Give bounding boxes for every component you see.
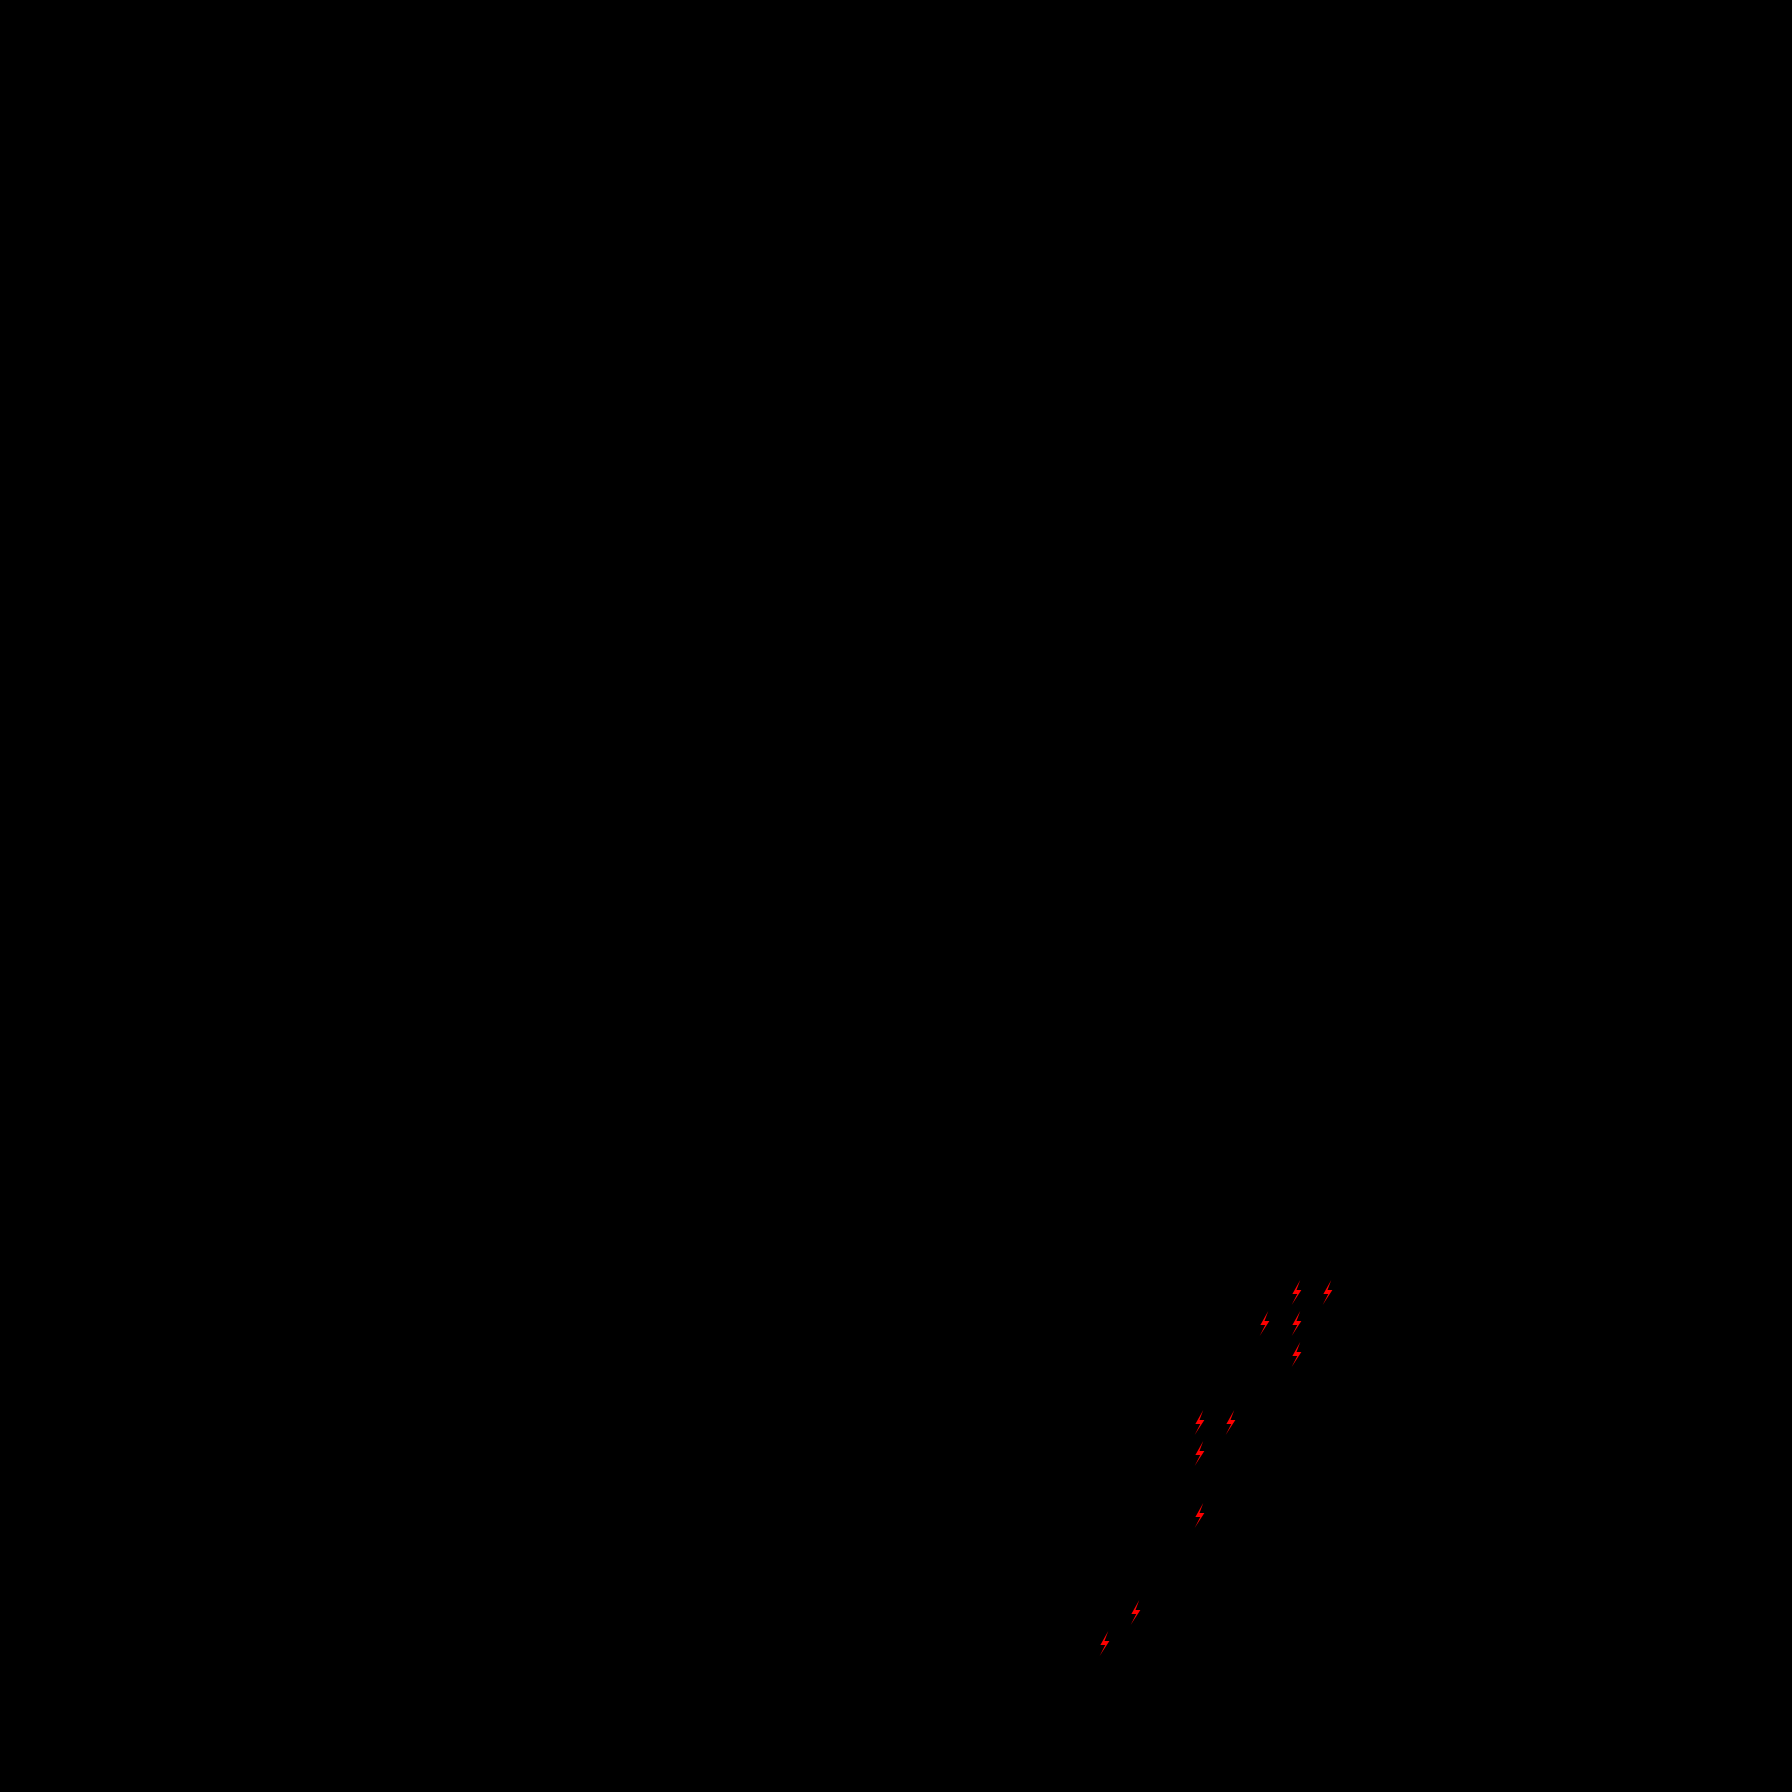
lightning-bolt-icon	[1320, 1280, 1335, 1305]
lightning-bolt-icon	[1223, 1410, 1238, 1435]
lightning-bolt-icon	[1257, 1311, 1272, 1336]
lightning-bolt-icon	[1192, 1503, 1207, 1528]
lightning-bolt-icon	[1289, 1342, 1304, 1367]
lightning-bolt-icon	[1192, 1410, 1207, 1435]
lightning-bolt-icon	[1192, 1441, 1207, 1466]
lightning-bolt-icon	[1289, 1280, 1304, 1305]
lightning-bolt-icon	[1128, 1600, 1143, 1625]
lightning-bolt-icon	[1289, 1311, 1304, 1336]
lightning-bolt-icon	[1097, 1631, 1112, 1656]
